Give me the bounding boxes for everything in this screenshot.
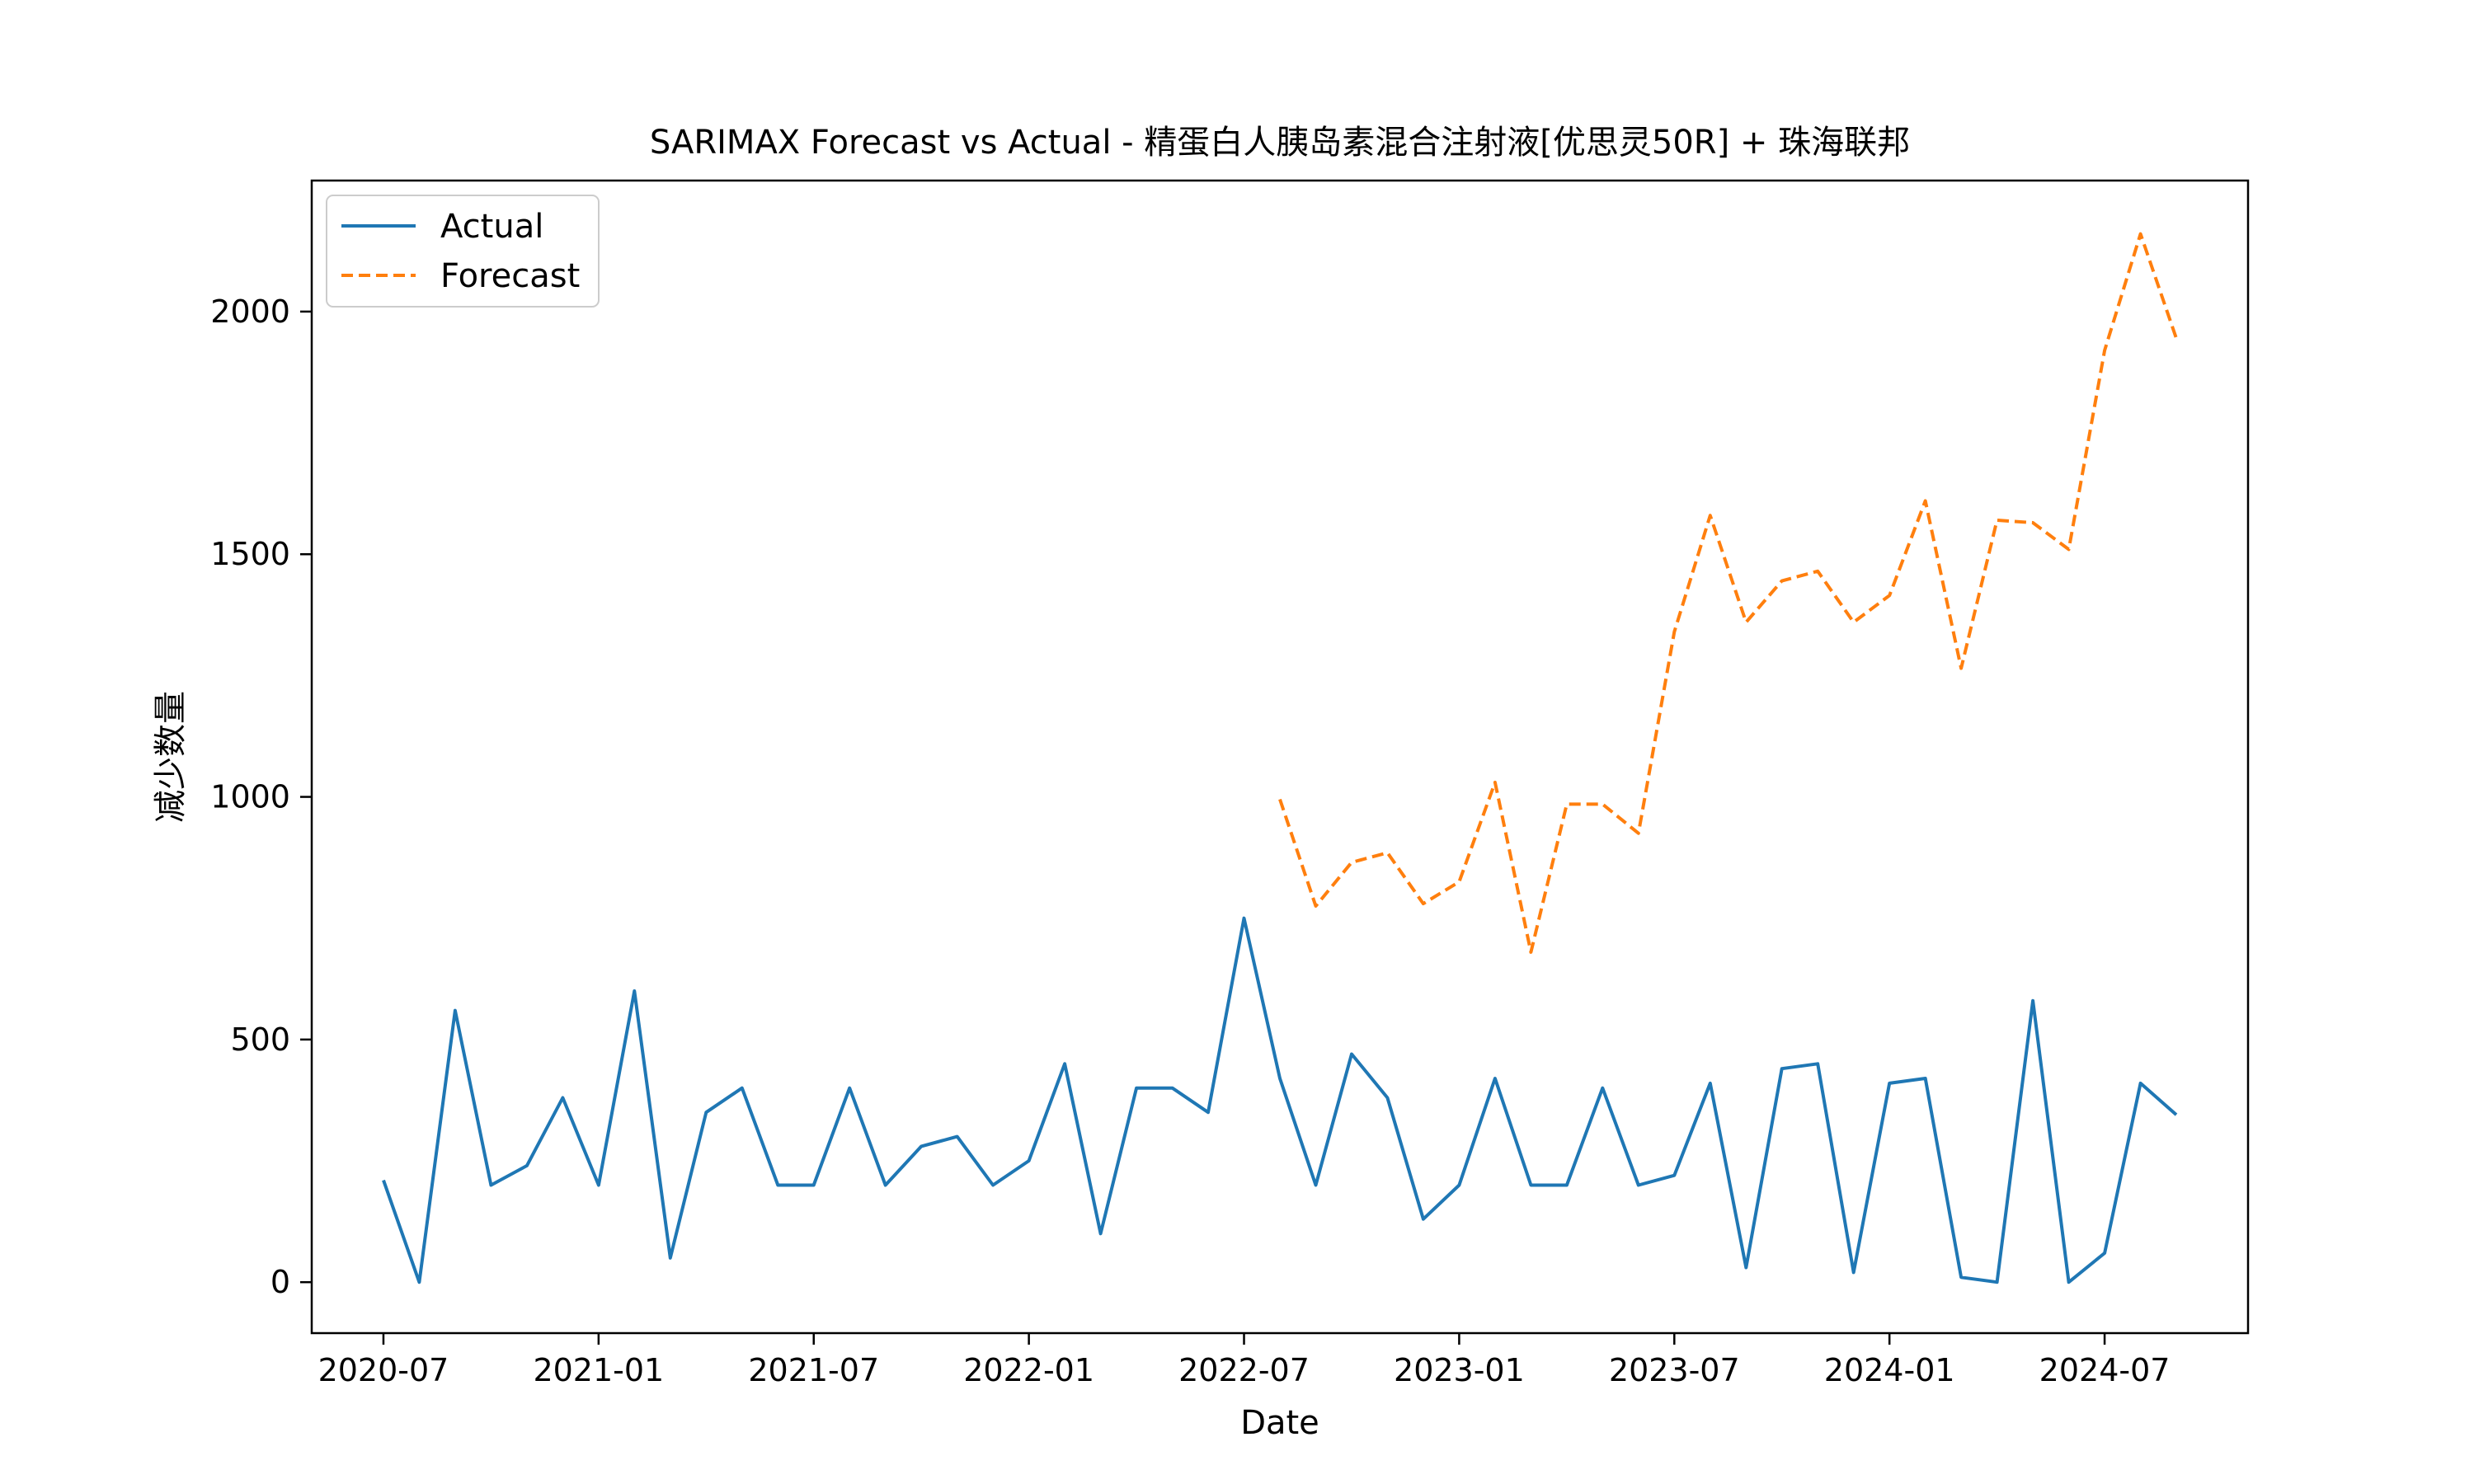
y-axis-ticks: 0 500 1000 1500 2000 [210,294,312,1300]
legend-box [326,195,600,308]
x-tick-label: 2022-07 [1178,1352,1310,1388]
plot-frame [310,179,2250,1335]
x-tick-label: 2022-01 [963,1352,1094,1388]
series-layer [382,232,2178,1284]
y-tick-label: 500 [230,1021,290,1058]
y-tick-label: 1500 [210,536,290,572]
x-axis-ticks: 2020-07 2021-01 2021-07 2022-01 2022-07 2023-… [318,1333,2171,1388]
x-axis-label: Date [1240,1404,1319,1442]
y-axis-label: 减少数量 [152,691,190,823]
x-tick-label: 2023-01 [1394,1352,1525,1388]
x-tick-label: 2020-07 [318,1352,449,1388]
legend: Actual Forecast [326,195,600,308]
series-line-actual [382,916,2178,1284]
chart-title: SARIMAX Forecast vs Actual - 精蛋白人胰岛素混合注射… [650,124,1910,162]
x-tick-label: 2024-01 [1824,1352,1955,1388]
y-tick-label: 2000 [210,294,290,330]
y-tick-label: 0 [270,1264,290,1300]
legend-label-forecast: Forecast [440,257,580,295]
x-tick-label: 2023-07 [1609,1352,1740,1388]
x-tick-label: 2021-07 [748,1352,879,1388]
x-tick-label: 2024-07 [2039,1352,2171,1388]
y-tick-label: 1000 [210,779,290,815]
legend-label-actual: Actual [440,208,543,246]
x-tick-label: 2021-01 [533,1352,664,1388]
